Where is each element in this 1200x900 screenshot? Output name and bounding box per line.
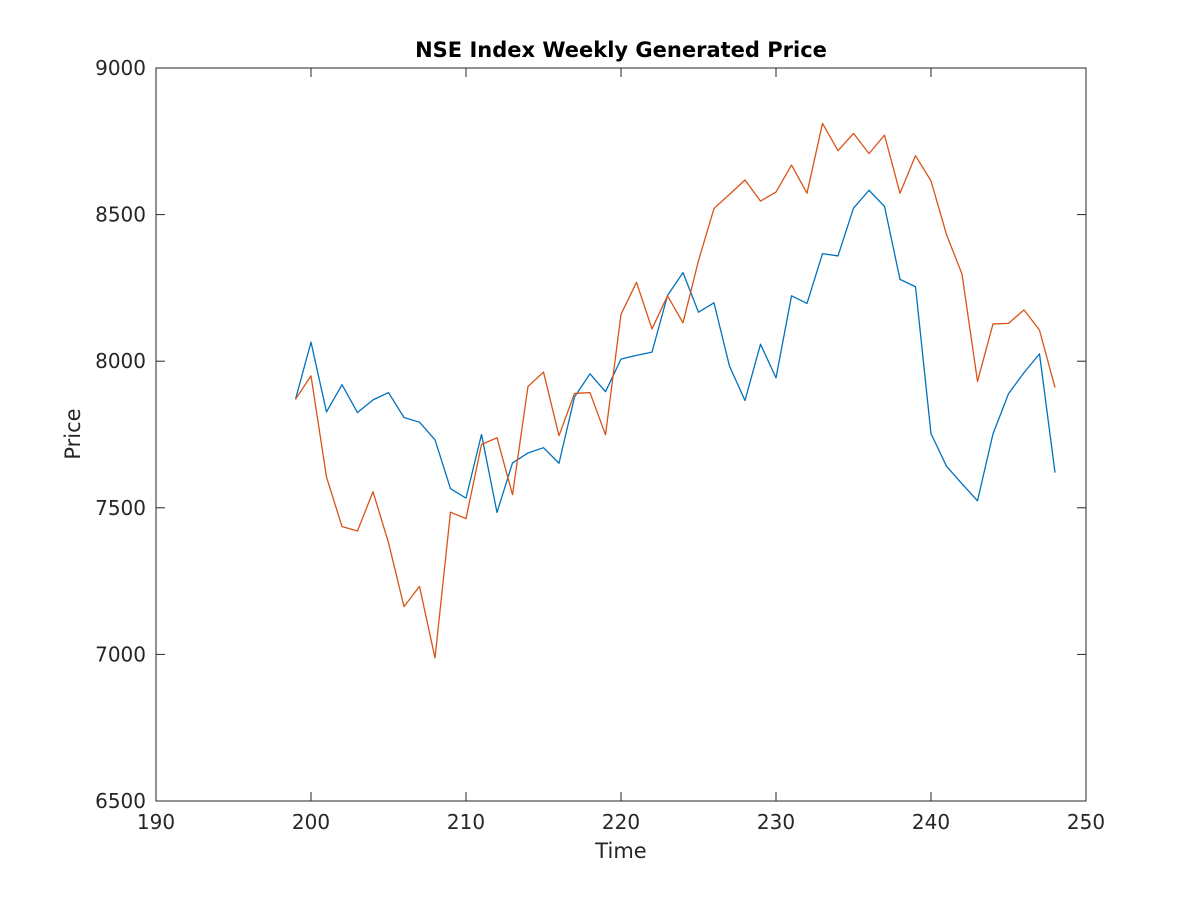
x-tick-label: 210 — [447, 810, 485, 834]
series-line-2 — [294, 122, 1056, 659]
y-axis-label: Price — [61, 408, 85, 459]
x-tick-label: 250 — [1067, 810, 1105, 834]
y-tick-label: 9000 — [95, 56, 146, 80]
series-layer — [294, 122, 1056, 659]
x-tick-label: 240 — [912, 810, 950, 834]
plot-area — [156, 68, 1086, 801]
y-tick-label: 7500 — [95, 496, 146, 520]
chart-title: NSE Index Weekly Generated Price — [415, 38, 827, 62]
series-line-1 — [294, 189, 1056, 514]
y-tick-label: 8500 — [95, 203, 146, 227]
y-tick-label: 6500 — [95, 789, 146, 813]
y-tick-label: 8000 — [95, 349, 146, 373]
x-tick-label: 220 — [602, 810, 640, 834]
x-tick-label: 230 — [757, 810, 795, 834]
x-axis-label: Time — [594, 839, 646, 863]
y-tick-label: 7000 — [95, 642, 146, 666]
x-tick-label: 200 — [292, 810, 330, 834]
ticks-layer: 190 200 210 220 230 240 250 6500 7000 7500 8000 850… — [95, 56, 1105, 834]
x-tick-label: 190 — [137, 810, 175, 834]
